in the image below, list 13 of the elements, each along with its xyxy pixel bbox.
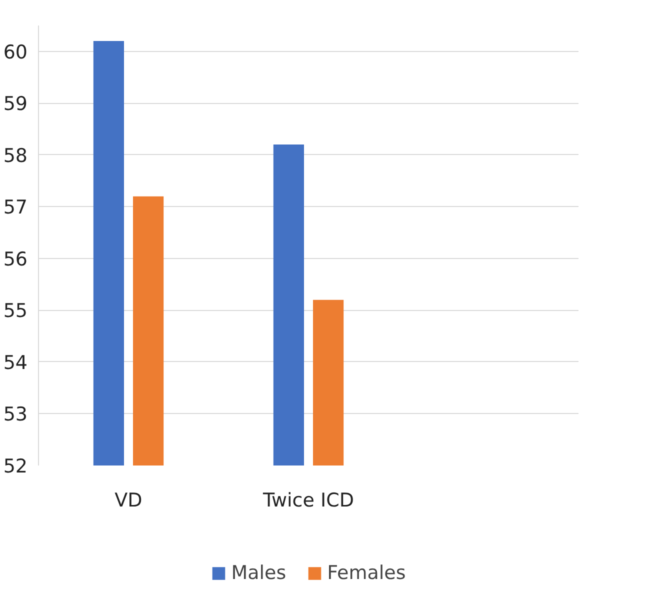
y-tick-label: 55 <box>3 300 28 322</box>
y-tick-label: 58 <box>3 144 28 167</box>
y-tick-label: 54 <box>3 352 28 374</box>
legend-label: Females <box>327 562 406 584</box>
y-tick-label: 56 <box>3 248 28 270</box>
x-tick-label: VD <box>114 490 142 512</box>
y-tick-label: 57 <box>3 196 28 219</box>
x-tick-label: Twice ICD <box>262 490 354 512</box>
legend-label: Males <box>231 562 286 584</box>
y-tick-label: 59 <box>3 93 28 116</box>
y-tick-label: 52 <box>3 456 28 478</box>
y-tick-label: 53 <box>3 404 28 426</box>
y-tick-label: 60 <box>3 41 28 64</box>
